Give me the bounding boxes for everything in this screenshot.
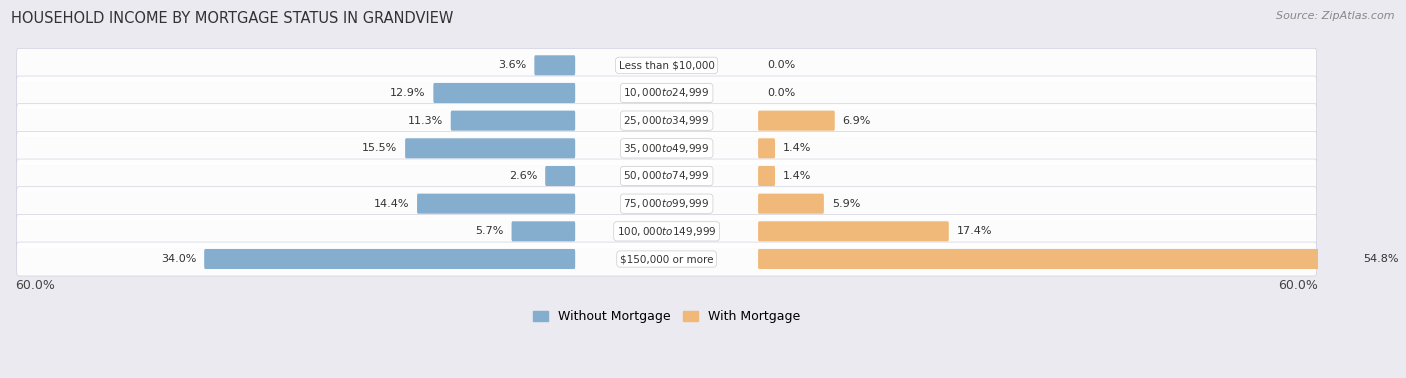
FancyBboxPatch shape — [758, 221, 949, 242]
Text: $100,000 to $149,999: $100,000 to $149,999 — [617, 225, 717, 238]
FancyBboxPatch shape — [17, 132, 1316, 165]
FancyBboxPatch shape — [405, 138, 575, 158]
FancyBboxPatch shape — [17, 104, 1316, 138]
Text: 12.9%: 12.9% — [389, 88, 426, 98]
Text: 5.9%: 5.9% — [832, 199, 860, 209]
Text: 0.0%: 0.0% — [768, 88, 796, 98]
FancyBboxPatch shape — [758, 249, 1355, 269]
Text: $35,000 to $49,999: $35,000 to $49,999 — [623, 142, 710, 155]
Text: 3.6%: 3.6% — [498, 60, 526, 70]
Text: 34.0%: 34.0% — [162, 254, 197, 264]
FancyBboxPatch shape — [758, 111, 835, 131]
FancyBboxPatch shape — [418, 194, 575, 214]
Text: 14.4%: 14.4% — [374, 199, 409, 209]
Text: 1.4%: 1.4% — [783, 171, 811, 181]
Text: 6.9%: 6.9% — [842, 116, 870, 125]
FancyBboxPatch shape — [758, 194, 824, 214]
Legend: Without Mortgage, With Mortgage: Without Mortgage, With Mortgage — [527, 305, 806, 328]
FancyBboxPatch shape — [534, 55, 575, 75]
FancyBboxPatch shape — [451, 111, 575, 131]
FancyBboxPatch shape — [17, 242, 1316, 276]
Text: 11.3%: 11.3% — [408, 116, 443, 125]
Text: $50,000 to $74,999: $50,000 to $74,999 — [623, 169, 710, 183]
FancyBboxPatch shape — [512, 221, 575, 242]
FancyBboxPatch shape — [204, 249, 575, 269]
Text: 60.0%: 60.0% — [1278, 279, 1319, 292]
Text: Less than $10,000: Less than $10,000 — [619, 60, 714, 70]
FancyBboxPatch shape — [17, 76, 1316, 110]
Text: $75,000 to $99,999: $75,000 to $99,999 — [623, 197, 710, 210]
FancyBboxPatch shape — [758, 138, 775, 158]
Text: HOUSEHOLD INCOME BY MORTGAGE STATUS IN GRANDVIEW: HOUSEHOLD INCOME BY MORTGAGE STATUS IN G… — [11, 11, 454, 26]
Text: 60.0%: 60.0% — [15, 279, 55, 292]
FancyBboxPatch shape — [17, 48, 1316, 82]
Text: 1.4%: 1.4% — [783, 143, 811, 153]
Text: 54.8%: 54.8% — [1362, 254, 1399, 264]
Text: 0.0%: 0.0% — [768, 60, 796, 70]
Text: $25,000 to $34,999: $25,000 to $34,999 — [623, 114, 710, 127]
Text: 5.7%: 5.7% — [475, 226, 503, 236]
Text: Source: ZipAtlas.com: Source: ZipAtlas.com — [1277, 11, 1395, 21]
Text: 2.6%: 2.6% — [509, 171, 537, 181]
FancyBboxPatch shape — [17, 214, 1316, 248]
FancyBboxPatch shape — [17, 187, 1316, 221]
Text: $10,000 to $24,999: $10,000 to $24,999 — [623, 87, 710, 99]
Text: 17.4%: 17.4% — [956, 226, 993, 236]
Text: $150,000 or more: $150,000 or more — [620, 254, 713, 264]
Text: 15.5%: 15.5% — [361, 143, 398, 153]
FancyBboxPatch shape — [17, 159, 1316, 193]
FancyBboxPatch shape — [758, 166, 775, 186]
FancyBboxPatch shape — [433, 83, 575, 103]
FancyBboxPatch shape — [546, 166, 575, 186]
